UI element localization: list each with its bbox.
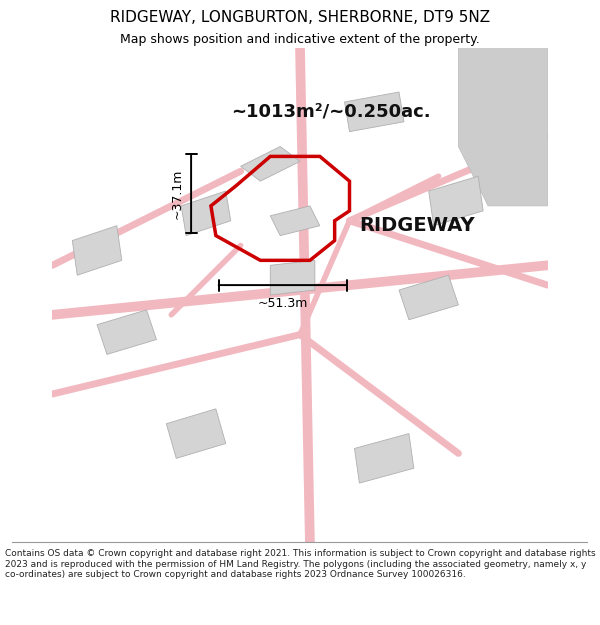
Polygon shape bbox=[399, 275, 458, 320]
Polygon shape bbox=[355, 434, 414, 483]
Polygon shape bbox=[458, 48, 548, 206]
Text: Contains OS data © Crown copyright and database right 2021. This information is : Contains OS data © Crown copyright and d… bbox=[5, 549, 595, 579]
Text: ~51.3m: ~51.3m bbox=[257, 298, 308, 311]
Polygon shape bbox=[344, 92, 404, 132]
Polygon shape bbox=[166, 409, 226, 458]
Text: RIDGEWAY: RIDGEWAY bbox=[359, 216, 475, 235]
Polygon shape bbox=[72, 226, 122, 275]
Polygon shape bbox=[428, 176, 483, 226]
Polygon shape bbox=[97, 310, 157, 354]
Text: RIDGEWAY, LONGBURTON, SHERBORNE, DT9 5NZ: RIDGEWAY, LONGBURTON, SHERBORNE, DT9 5NZ bbox=[110, 9, 490, 24]
Text: ~37.1m: ~37.1m bbox=[170, 168, 184, 219]
Polygon shape bbox=[241, 146, 300, 181]
Text: Map shows position and indicative extent of the property.: Map shows position and indicative extent… bbox=[120, 33, 480, 46]
Text: ~1013m²/~0.250ac.: ~1013m²/~0.250ac. bbox=[230, 103, 430, 121]
Polygon shape bbox=[271, 206, 320, 236]
Polygon shape bbox=[181, 191, 230, 236]
Polygon shape bbox=[271, 261, 315, 295]
